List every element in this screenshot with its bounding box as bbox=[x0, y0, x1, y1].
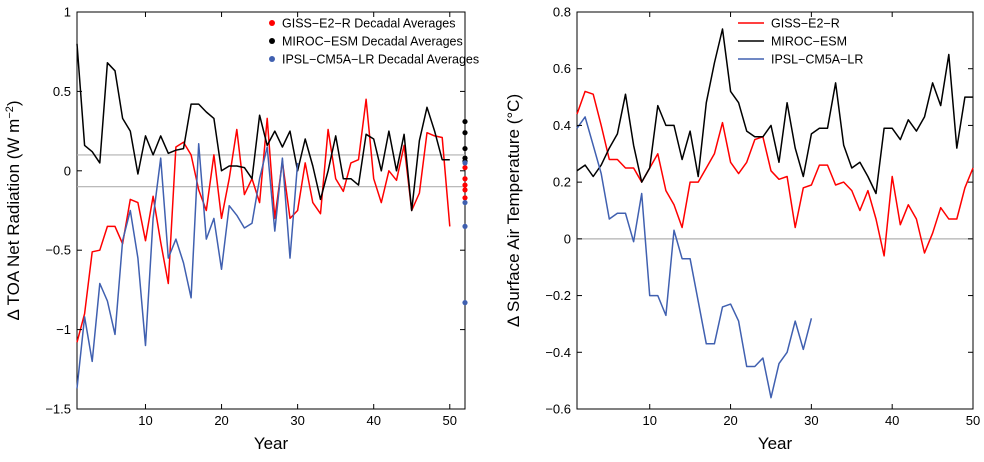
decadal-average-point bbox=[462, 165, 468, 171]
y-tick-label: −1.5 bbox=[45, 402, 71, 417]
series-lines bbox=[576, 28, 974, 399]
x-tick-label: 30 bbox=[290, 413, 304, 428]
decadal-average-points bbox=[462, 118, 468, 306]
legend-label: IPSL−CM5A−LR Decadal Averages bbox=[282, 53, 479, 67]
series-lines bbox=[76, 43, 451, 389]
x-axis-label: Year bbox=[254, 434, 289, 453]
y-tick-label: 0.4 bbox=[553, 118, 571, 133]
y-tick-label: 0.2 bbox=[553, 175, 571, 190]
y-axis-label-end: ) bbox=[4, 100, 23, 106]
decadal-average-point bbox=[462, 176, 468, 182]
y-tick-label: −0.4 bbox=[545, 345, 571, 360]
decadal-average-point bbox=[462, 300, 468, 306]
legend: GISS−E2−R Decadal Averages MIROC−ESM Deca… bbox=[269, 17, 479, 67]
series-line-2 bbox=[576, 116, 813, 399]
legend-marker bbox=[269, 20, 275, 26]
decadal-average-point bbox=[462, 182, 468, 188]
decadal-average-point bbox=[462, 187, 468, 193]
y-tick-label: 0.5 bbox=[53, 84, 71, 99]
x-axis-ticks: 10 20 30 40 50 bbox=[138, 12, 457, 428]
legend: GISS−E2−R MIROC−ESM IPSL−CM5A−LR bbox=[738, 17, 863, 67]
decadal-average-point bbox=[462, 130, 468, 136]
decadal-average-point bbox=[462, 195, 468, 201]
legend-marker bbox=[269, 56, 275, 62]
legend-label: GISS−E2−R Decadal Averages bbox=[282, 17, 456, 31]
x-tick-label: 50 bbox=[966, 413, 980, 428]
x-tick-label: 10 bbox=[643, 413, 657, 428]
x-tick-label: 50 bbox=[443, 413, 457, 428]
y-tick-label: 0 bbox=[64, 163, 71, 178]
y-tick-label: 0.6 bbox=[553, 61, 571, 76]
decadal-average-point bbox=[462, 223, 468, 229]
surface-air-temperature-panel: 10 20 30 40 50 −0.6 −0.4 −0.2 0 0.2 0.4 0.6 0.8 Yea… bbox=[504, 5, 980, 454]
series-line-0 bbox=[576, 90, 974, 257]
y-tick-label: −0.6 bbox=[545, 402, 571, 417]
y-axis-label-main: Δ TOA Net Radiation (W m bbox=[4, 119, 23, 321]
series-line-2 bbox=[76, 143, 299, 389]
x-axis-ticks: 10 20 30 40 50 bbox=[643, 12, 980, 428]
legend-marker bbox=[269, 38, 275, 44]
y-tick-label: −0.2 bbox=[545, 288, 571, 303]
decadal-average-point bbox=[462, 145, 468, 152]
x-tick-label: 30 bbox=[804, 413, 818, 428]
y-axis-ticks: −0.6 −0.4 −0.2 0 0.2 0.4 0.6 0.8 bbox=[545, 5, 973, 417]
y-axis-label-superscript: −2 bbox=[4, 106, 16, 119]
y-tick-label: 0 bbox=[564, 231, 571, 246]
y-tick-label: 1 bbox=[64, 5, 71, 20]
legend-label: IPSL−CM5A−LR bbox=[771, 53, 863, 67]
legend-label: MIROC−ESM bbox=[771, 35, 847, 49]
toa-radiation-panel: 10 20 30 40 50 −1.5 −1 −0.5 0 0.5 1 Year Δ TOA Ne… bbox=[4, 5, 479, 454]
legend-label: MIROC−ESM Decadal Averages bbox=[282, 35, 463, 49]
y-tick-label: −1 bbox=[56, 322, 71, 337]
decadal-average-point bbox=[462, 118, 468, 125]
plot-area-frame bbox=[76, 11, 466, 410]
y-axis-label: Δ TOA Net Radiation (W m−2) bbox=[4, 100, 23, 320]
series-line-1 bbox=[576, 28, 973, 195]
x-tick-label: 10 bbox=[138, 413, 152, 428]
series-line-0 bbox=[76, 98, 451, 343]
y-tick-label: −0.5 bbox=[45, 243, 71, 258]
x-tick-label: 20 bbox=[214, 413, 228, 428]
x-tick-label: 20 bbox=[723, 413, 737, 428]
legend-label: GISS−E2−R bbox=[771, 17, 840, 31]
x-axis-label: Year bbox=[758, 434, 793, 453]
decadal-average-point bbox=[462, 160, 468, 166]
series-line-1 bbox=[76, 43, 450, 212]
x-tick-label: 40 bbox=[885, 413, 899, 428]
plot-area-frame bbox=[576, 11, 974, 410]
y-tick-label: 0.8 bbox=[553, 5, 571, 20]
y-axis-label: Δ Surface Air Temperature (°C) bbox=[504, 94, 523, 327]
x-tick-label: 40 bbox=[366, 413, 380, 428]
y-axis-ticks: −1.5 −1 −0.5 0 0.5 1 bbox=[45, 5, 465, 417]
decadal-average-point bbox=[462, 199, 468, 206]
